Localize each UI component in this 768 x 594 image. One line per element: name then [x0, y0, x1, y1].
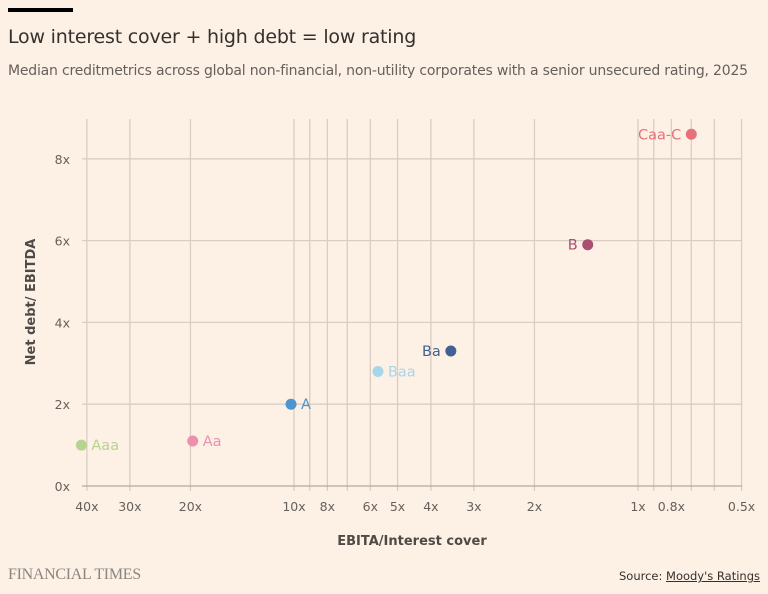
- data-point: [285, 398, 297, 410]
- y-axis-ticks: 0x 2x 4x 6x 8x: [55, 152, 70, 494]
- source-prefix: Source:: [618, 569, 667, 583]
- data-label: Aa: [203, 434, 222, 450]
- y-tick-label: 0x: [55, 479, 70, 494]
- data-label: Caa-C: [638, 127, 681, 143]
- source-note: Source: Moody's Ratings: [619, 569, 760, 583]
- data-point: [372, 365, 384, 377]
- y-tick-label: 6x: [55, 234, 70, 249]
- data-point: [685, 128, 697, 140]
- x-tick-label: 10x: [282, 499, 305, 514]
- data-point-group: Caa-C: [638, 127, 697, 143]
- source-link[interactable]: Moody's Ratings: [666, 569, 760, 583]
- x-axis-label: EBITA/Interest cover: [337, 534, 487, 549]
- x-tick-label: 40x: [75, 499, 98, 514]
- grid: [82, 119, 743, 491]
- ft-logo: FINANCIAL TIMES: [8, 566, 141, 583]
- y-axis-label: Net debt/ EBITDA: [24, 239, 39, 366]
- data-point-group: A: [285, 397, 311, 413]
- y-tick-label: 2x: [55, 397, 70, 412]
- data-point: [582, 239, 594, 251]
- chart-title: Low interest cover + high debt = low rat…: [8, 26, 417, 48]
- data-point-group: Aaa: [75, 438, 119, 454]
- data-points: Aaa Aa A Baa Ba B Caa-C: [75, 127, 697, 454]
- data-label: Ba: [422, 344, 441, 360]
- x-tick-label: 4x: [423, 499, 438, 514]
- data-point-group: Aa: [187, 434, 222, 450]
- data-point: [75, 439, 87, 451]
- x-axis-ticks: 40x 30x 20x 10x 8x 6x 5x 4x 3x 2x 1x 0.8x 0.5x: [75, 499, 755, 514]
- x-tick-label: 8x: [320, 499, 335, 514]
- y-tick-label: 8x: [55, 152, 70, 167]
- brand-bar: [8, 8, 73, 12]
- x-tick-label: 20x: [179, 499, 202, 514]
- x-tick-label: 0.5x: [728, 499, 755, 514]
- x-tick-label: 5x: [390, 499, 405, 514]
- x-tick-label: 1x: [630, 499, 645, 514]
- x-tick-label: 2x: [527, 499, 542, 514]
- x-tick-label: 6x: [363, 499, 378, 514]
- data-label: Baa: [388, 364, 416, 380]
- data-point-group: B: [568, 238, 594, 254]
- x-tick-label: 0.8x: [658, 499, 685, 514]
- x-tick-label: 30x: [118, 499, 141, 514]
- data-point-group: Baa: [372, 364, 416, 380]
- data-point-group: Ba: [422, 344, 457, 360]
- chart-subtitle: Median creditmetrics across global non-f…: [8, 63, 748, 79]
- x-tick-label: 3x: [466, 499, 481, 514]
- data-label: B: [568, 238, 578, 254]
- data-point: [445, 345, 457, 357]
- data-label: A: [301, 397, 311, 413]
- data-label: Aaa: [91, 438, 119, 454]
- data-point: [187, 435, 199, 447]
- y-tick-label: 4x: [55, 315, 70, 330]
